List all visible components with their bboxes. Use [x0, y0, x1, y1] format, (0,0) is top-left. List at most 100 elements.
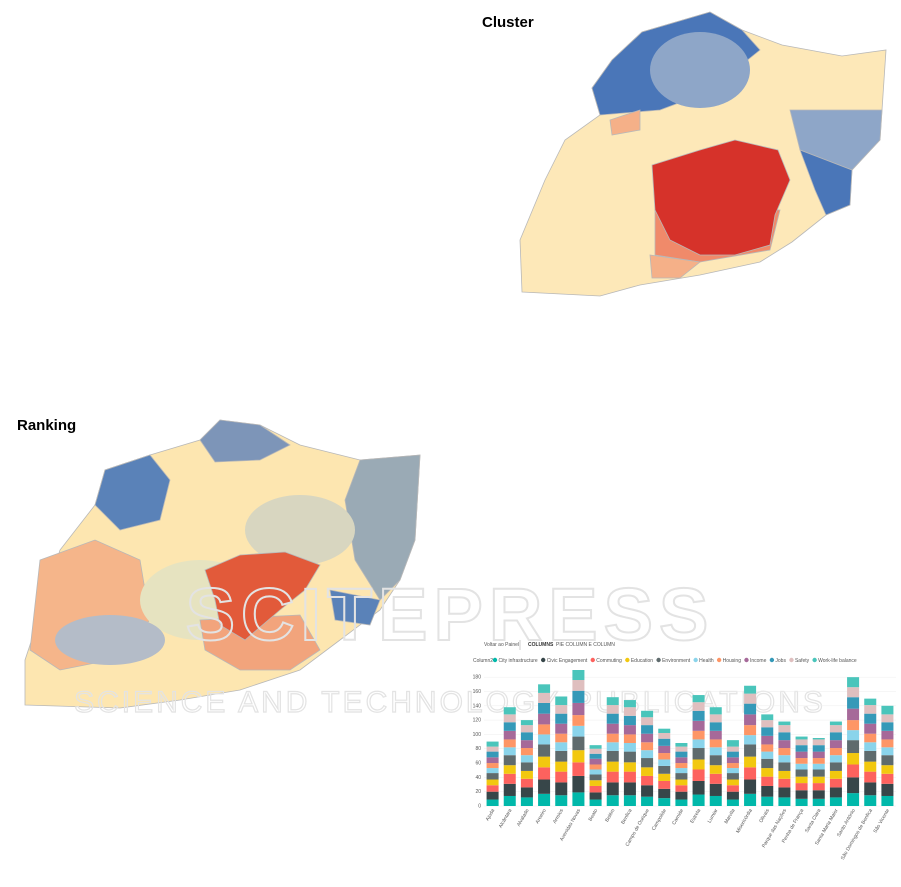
bar-segment: [847, 764, 860, 778]
bar-segment: [692, 769, 705, 781]
bar-segment: [778, 748, 791, 756]
bar-segment: [692, 780, 705, 795]
bar-segment: [864, 733, 877, 743]
bar-segment: [726, 799, 739, 806]
bar-segment: [641, 725, 654, 734]
bar-segment: [589, 758, 602, 765]
bar-segment: [795, 776, 808, 784]
bar-segment: [778, 755, 791, 763]
bar-segment: [641, 733, 654, 743]
bar-segment: [692, 759, 705, 770]
bar-segment: [761, 751, 774, 759]
bar-segment: [486, 779, 499, 786]
bar-segment: [726, 757, 739, 764]
bar-segment: [761, 758, 774, 769]
bar-segment: [692, 695, 705, 703]
bar-segment: [623, 734, 636, 744]
bar-segment: [486, 791, 499, 800]
bar-segment: [709, 714, 722, 723]
bar-segment: [606, 782, 619, 796]
bar-segment: [778, 778, 791, 788]
bar-segment: [692, 720, 705, 731]
legend-swatch: [590, 657, 595, 663]
bar-segment: [692, 748, 705, 760]
bar-segment: [641, 742, 654, 751]
legend-label: Safety: [795, 658, 810, 664]
bar-segment: [847, 730, 860, 741]
x-tick-label: Misericórdia: [735, 808, 754, 835]
bar-segment: [812, 776, 825, 784]
bar-segment: [589, 745, 602, 749]
bar-segment: [658, 732, 671, 739]
bar-segment: [829, 770, 842, 779]
back-link[interactable]: Voltar ao Painel: [484, 642, 519, 648]
bar-segment: [606, 750, 619, 762]
bar-segment: [829, 778, 842, 788]
bar-segment: [520, 787, 533, 798]
x-tick-label: Areeiro: [535, 808, 548, 825]
bar-segment: [726, 751, 739, 758]
bar-segment: [761, 735, 774, 745]
legend-label: Jobs: [775, 658, 786, 664]
legend-label: Commuting: [596, 658, 622, 664]
tab[interactable]: COLUMNS: [528, 642, 554, 648]
bar-segment: [572, 715, 585, 726]
bar-segment: [520, 732, 533, 741]
bar-segment: [829, 740, 842, 749]
bar-segment: [658, 728, 671, 733]
bar-segment: [589, 780, 602, 786]
bar-segment: [538, 724, 551, 735]
bar-segment: [555, 750, 568, 762]
bar-segment: [486, 799, 499, 806]
bar-segment: [812, 739, 825, 746]
bar-segment: [675, 773, 688, 780]
tab[interactable]: PIE COLUMN E COLUMN: [556, 642, 615, 648]
bar-segment: [589, 753, 602, 759]
bar-segment: [503, 714, 516, 723]
bar-segment: [812, 783, 825, 791]
x-tick-label: Lumiar: [707, 808, 720, 825]
bar-segment: [881, 795, 894, 806]
bar-segment: [623, 715, 636, 726]
legend-label: Income: [750, 658, 767, 664]
bar-segment: [881, 730, 894, 740]
bar-segment: [520, 778, 533, 788]
bar-segment: [829, 725, 842, 733]
bar-segment: [623, 795, 636, 806]
bar-segment: [881, 739, 894, 748]
bar-segment: [881, 747, 894, 756]
bar-segment: [675, 779, 688, 786]
bar-segment: [881, 765, 894, 774]
bar-segment: [486, 741, 499, 747]
bar-segment: [520, 725, 533, 733]
bar-segment: [847, 777, 860, 794]
bar-segment: [503, 755, 516, 766]
bar-segment: [847, 687, 860, 698]
bar-segment: [744, 756, 757, 768]
bar-segment: [864, 750, 877, 762]
legend-label: Housing: [723, 658, 742, 664]
bar-segment: [555, 705, 568, 714]
bar-segment: [847, 740, 860, 754]
bar-segment: [744, 779, 757, 794]
bar-segment: [658, 759, 671, 766]
bar-segment: [709, 722, 722, 731]
bar-segment: [623, 707, 636, 716]
bar-segment: [829, 755, 842, 763]
x-tick-label: Beato: [588, 808, 600, 823]
bar-segment: [623, 725, 636, 735]
bar-segment: [812, 758, 825, 764]
bar-segment: [503, 783, 516, 796]
bar-segment: [812, 738, 825, 740]
legend-label: Education: [631, 658, 653, 664]
bar-segment: [675, 799, 688, 806]
bar-segment: [864, 771, 877, 783]
bar-segment: [726, 740, 739, 747]
bar-segment: [829, 721, 842, 726]
bar-segment: [675, 746, 688, 752]
legend-swatch: [693, 657, 698, 663]
x-tick-label: Ajuda: [485, 808, 497, 822]
bar-segment: [572, 762, 585, 776]
legend-swatch: [492, 657, 498, 663]
bar-segment: [555, 713, 568, 724]
